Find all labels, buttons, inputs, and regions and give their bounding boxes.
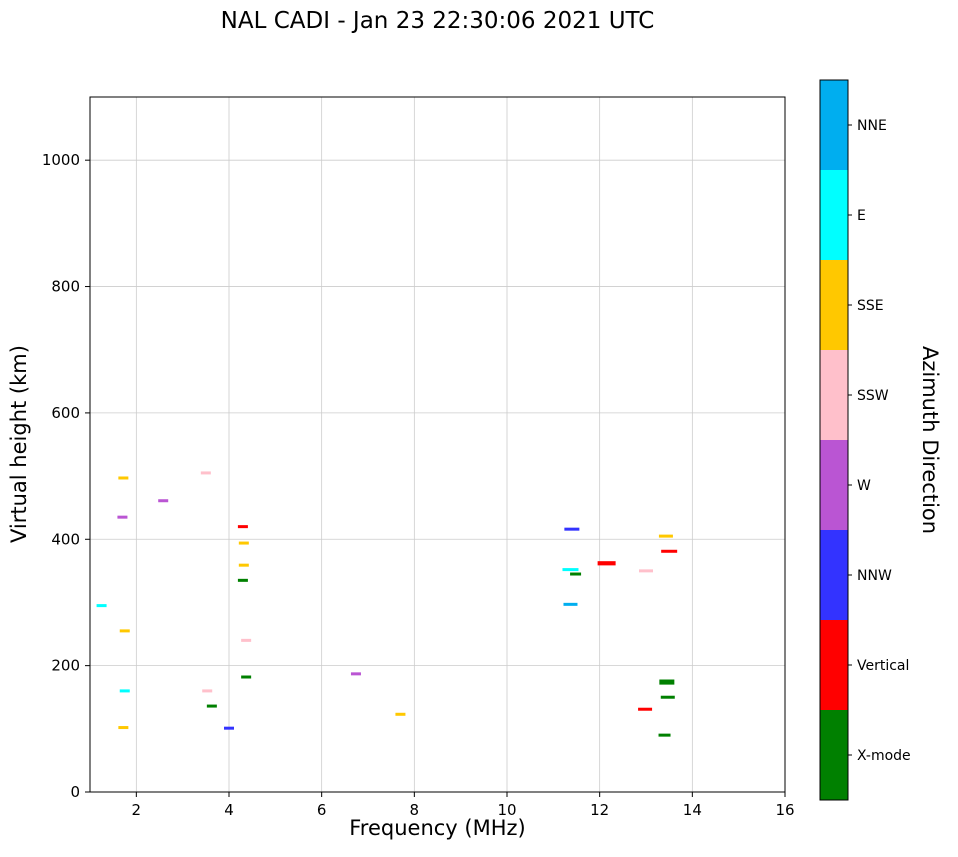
data-point bbox=[564, 527, 580, 531]
colorbar-band bbox=[820, 170, 848, 260]
data-point bbox=[658, 534, 673, 538]
data-point bbox=[562, 568, 579, 572]
data-point bbox=[350, 672, 361, 676]
data-point bbox=[639, 569, 653, 573]
axes-frame bbox=[89, 96, 786, 793]
colorbar-tick-label: E bbox=[857, 208, 866, 224]
colorbar-tick-label: X-mode bbox=[857, 748, 911, 764]
data-point bbox=[570, 572, 582, 576]
data-point bbox=[118, 726, 129, 730]
data-point bbox=[202, 689, 213, 693]
x-tick-label: 2 bbox=[132, 801, 142, 819]
x-tick-label: 14 bbox=[683, 801, 702, 819]
data-point bbox=[119, 689, 130, 693]
data-point bbox=[658, 733, 671, 737]
x-tick-label: 16 bbox=[775, 801, 794, 819]
data-point bbox=[118, 476, 129, 480]
data-point bbox=[660, 695, 675, 699]
y-tick-label: 200 bbox=[51, 657, 80, 675]
x-tick-label: 4 bbox=[224, 801, 234, 819]
data-point bbox=[638, 707, 653, 711]
x-axis-label: Frequency (MHz) bbox=[349, 816, 526, 840]
colorbar-tick-label: SSE bbox=[857, 298, 884, 314]
data-point bbox=[237, 525, 248, 529]
colorbar-tick-label: W bbox=[857, 478, 871, 494]
y-tick-label: 0 bbox=[70, 783, 80, 801]
colorbar-frame bbox=[819, 79, 849, 801]
data-point bbox=[661, 549, 678, 553]
data-point bbox=[119, 629, 130, 633]
colorbar-band bbox=[820, 620, 848, 710]
data-point bbox=[238, 563, 249, 567]
data-point bbox=[224, 726, 234, 730]
x-tick-label: 6 bbox=[317, 801, 327, 819]
y-tick-label: 600 bbox=[51, 404, 80, 422]
x-tick-label: 12 bbox=[590, 801, 609, 819]
data-point bbox=[206, 704, 217, 708]
data-point bbox=[659, 679, 675, 685]
x-tick-label: 8 bbox=[410, 801, 420, 819]
colorbar-tick-label: Vertical bbox=[857, 658, 909, 674]
figure-title: NAL CADI - Jan 23 22:30:06 2021 UTC bbox=[220, 8, 655, 34]
data-point bbox=[96, 604, 107, 608]
colorbar-band bbox=[820, 440, 848, 530]
data-point bbox=[563, 602, 578, 606]
colorbar-band bbox=[820, 80, 848, 170]
x-tick-label: 10 bbox=[497, 801, 516, 819]
data-point bbox=[597, 561, 616, 566]
colorbar-band bbox=[820, 710, 848, 800]
colorbar-band bbox=[820, 530, 848, 620]
y-tick-label: 1000 bbox=[42, 151, 80, 169]
colorbar-tick-label: NNE bbox=[857, 118, 887, 134]
colorbar-band bbox=[820, 260, 848, 350]
data-point bbox=[241, 675, 252, 679]
y-tick-label: 800 bbox=[51, 278, 80, 296]
data-point bbox=[117, 515, 128, 519]
colorbar-tick-label: NNW bbox=[857, 568, 892, 584]
colorbar-tick-label: SSW bbox=[857, 388, 889, 404]
colorbar-title: Azimuth Direction bbox=[918, 345, 942, 535]
data-point bbox=[200, 471, 211, 475]
data-point bbox=[158, 499, 169, 503]
data-point bbox=[238, 541, 249, 545]
data-point bbox=[237, 578, 248, 582]
data-point bbox=[241, 638, 252, 642]
y-tick-label: 400 bbox=[51, 530, 80, 548]
data-point bbox=[395, 712, 406, 716]
colorbar-band bbox=[820, 350, 848, 440]
